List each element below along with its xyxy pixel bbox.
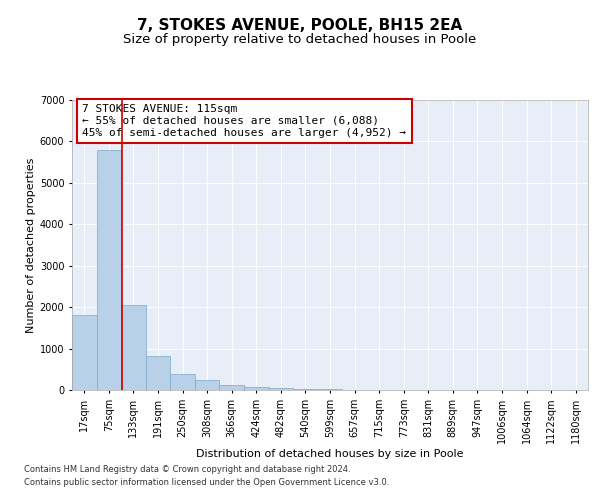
Text: Size of property relative to detached houses in Poole: Size of property relative to detached ho… (124, 32, 476, 46)
Bar (72, 316, 97, 390)
Bar (220, 385, 244, 390)
Text: Contains HM Land Registry data © Crown copyright and database right 2024.: Contains HM Land Registry data © Crown c… (24, 466, 350, 474)
Bar (146, 356, 170, 390)
Text: 7 STOKES AVENUE: 115sqm
← 55% of detached houses are smaller (6,088)
45% of semi: 7 STOKES AVENUE: 115sqm ← 55% of detache… (82, 104, 406, 138)
Bar (318, 389, 342, 390)
Bar (244, 386, 269, 390)
X-axis label: Distribution of detached houses by size in Poole: Distribution of detached houses by size … (196, 448, 464, 458)
Bar (293, 389, 318, 390)
Text: 7, STOKES AVENUE, POOLE, BH15 2EA: 7, STOKES AVENUE, POOLE, BH15 2EA (137, 18, 463, 32)
Text: Contains public sector information licensed under the Open Government Licence v3: Contains public sector information licen… (24, 478, 389, 487)
Bar (170, 374, 195, 390)
Bar (269, 388, 293, 390)
Bar (121, 305, 146, 390)
Bar (195, 380, 220, 390)
Bar (97, 150, 121, 390)
Y-axis label: Number of detached properties: Number of detached properties (26, 158, 35, 332)
